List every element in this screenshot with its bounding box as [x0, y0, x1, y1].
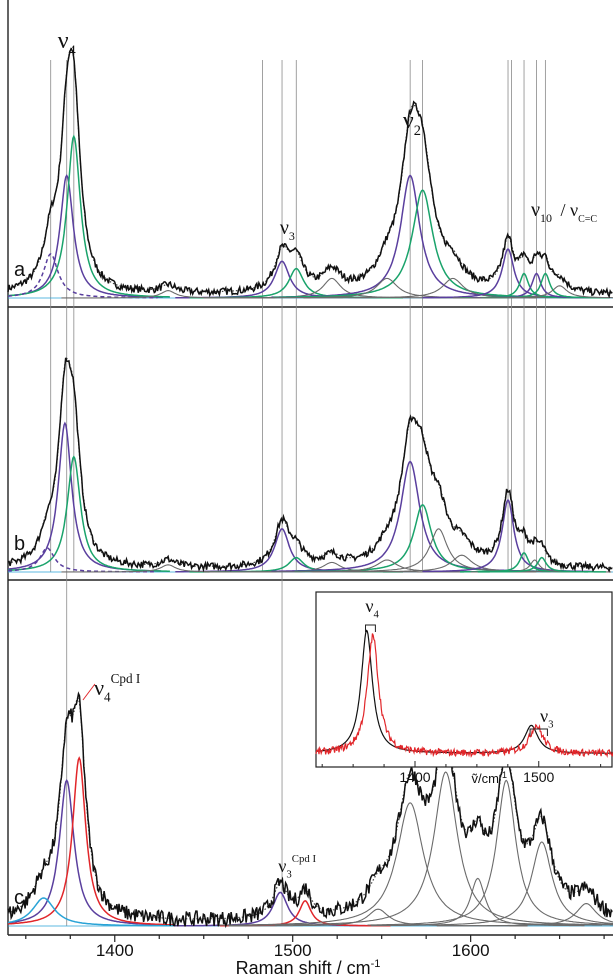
experimental-spectrum-a — [7, 47, 613, 299]
fit-component-dashed — [7, 253, 158, 299]
fit-component-gray — [392, 841, 613, 926]
fit-component-green — [477, 556, 606, 573]
guide-lines — [50, 60, 546, 926]
panel-frames — [7, 0, 613, 936]
inset-bracket-v3 — [529, 728, 548, 736]
peak-label: ν4 — [58, 28, 76, 59]
peak-label: ν3 — [540, 706, 554, 730]
fit-sum-line — [7, 47, 613, 294]
inset-chart: 1400 1500 ṽ/cm-1 ν4 ν3 — [315, 591, 613, 786]
panel-label-a: a — [14, 259, 26, 281]
fit-component-gray — [452, 285, 613, 299]
fit-component-cyan — [7, 897, 204, 927]
inset-x-tick-label: 1400 — [399, 769, 430, 785]
peak-labels: a b c ν4 ν3 ν2 ν10 / νC=C ν4Cpd I ν3Cpd I — [14, 28, 597, 909]
peak-label: ν3Cpd I — [278, 853, 316, 880]
fit-component-gray — [228, 908, 528, 927]
panel-c — [7, 691, 613, 929]
experimental-spectrum-b — [7, 357, 613, 573]
fit-component-purple — [7, 421, 161, 572]
panel-label-c: c — [14, 887, 24, 909]
peak-label: ν4 — [365, 596, 379, 620]
fit-component-purple — [7, 779, 174, 926]
spectra-panels — [7, 47, 613, 929]
x-axis: 1400 1500 1600 — [25, 935, 605, 960]
panel-label-b: b — [14, 533, 25, 555]
panel-b — [7, 357, 613, 573]
inset-bracket-v4 — [365, 624, 376, 632]
panel-a — [7, 47, 613, 299]
peak-label: ν10 / νC=C — [531, 199, 597, 225]
fit-component-green — [8, 134, 170, 298]
fit-sum-line — [7, 357, 613, 569]
x-tick-label: 1500 — [274, 941, 312, 960]
fit-component-gray — [436, 903, 613, 927]
fit-component-gray — [274, 771, 613, 926]
experimental-spectrum-c — [7, 691, 613, 929]
inset-frame — [315, 591, 613, 768]
fit-component-gray — [371, 877, 585, 927]
peak-label: ν2 — [403, 108, 421, 139]
x-tick-label: 1600 — [452, 941, 490, 960]
x-tick-label: 1400 — [96, 941, 134, 960]
peak-label: ν3 — [280, 217, 295, 243]
fit-component-green — [8, 455, 170, 572]
peak-label: ν4Cpd I — [94, 671, 140, 705]
inset-series-red — [315, 633, 613, 758]
fit-component-gray — [367, 779, 613, 926]
inset-x-tick-label: 1500 — [523, 769, 554, 785]
label-pointer — [82, 683, 96, 701]
x-axis-label: Raman shift / cm-1 — [236, 958, 381, 978]
fit-component-red — [7, 756, 176, 926]
inset-x-axis-label: ṽ/cm-1 — [472, 770, 507, 786]
